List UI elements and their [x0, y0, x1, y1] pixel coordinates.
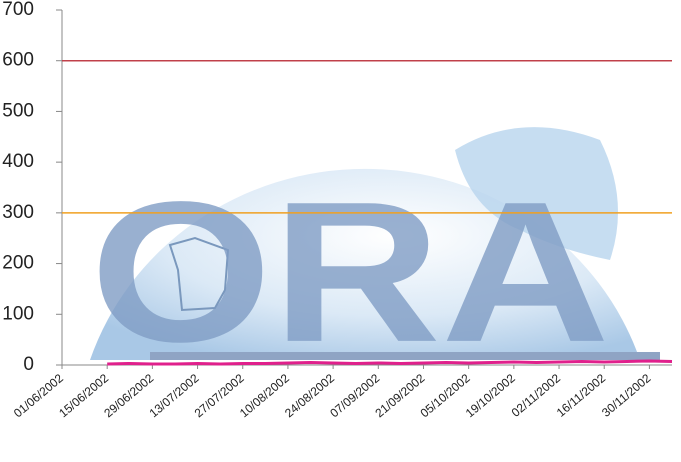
watermark-logo: ORA	[90, 127, 660, 384]
data-line	[107, 359, 673, 366]
y-tick-label: 400	[2, 151, 34, 172]
y-tick-label: 700	[2, 0, 34, 20]
logo-underline	[150, 352, 660, 360]
island-outline	[168, 236, 230, 312]
y-tick-label: 100	[2, 303, 34, 324]
watermark-text: ORA	[90, 161, 610, 384]
y-tick-label: 200	[2, 253, 34, 274]
y-tick-label: 300	[2, 202, 34, 223]
y-tick-label: 500	[2, 100, 34, 121]
y-tick-label: 0	[23, 354, 34, 375]
continent	[455, 127, 618, 260]
y-tick-label: 600	[2, 50, 34, 71]
